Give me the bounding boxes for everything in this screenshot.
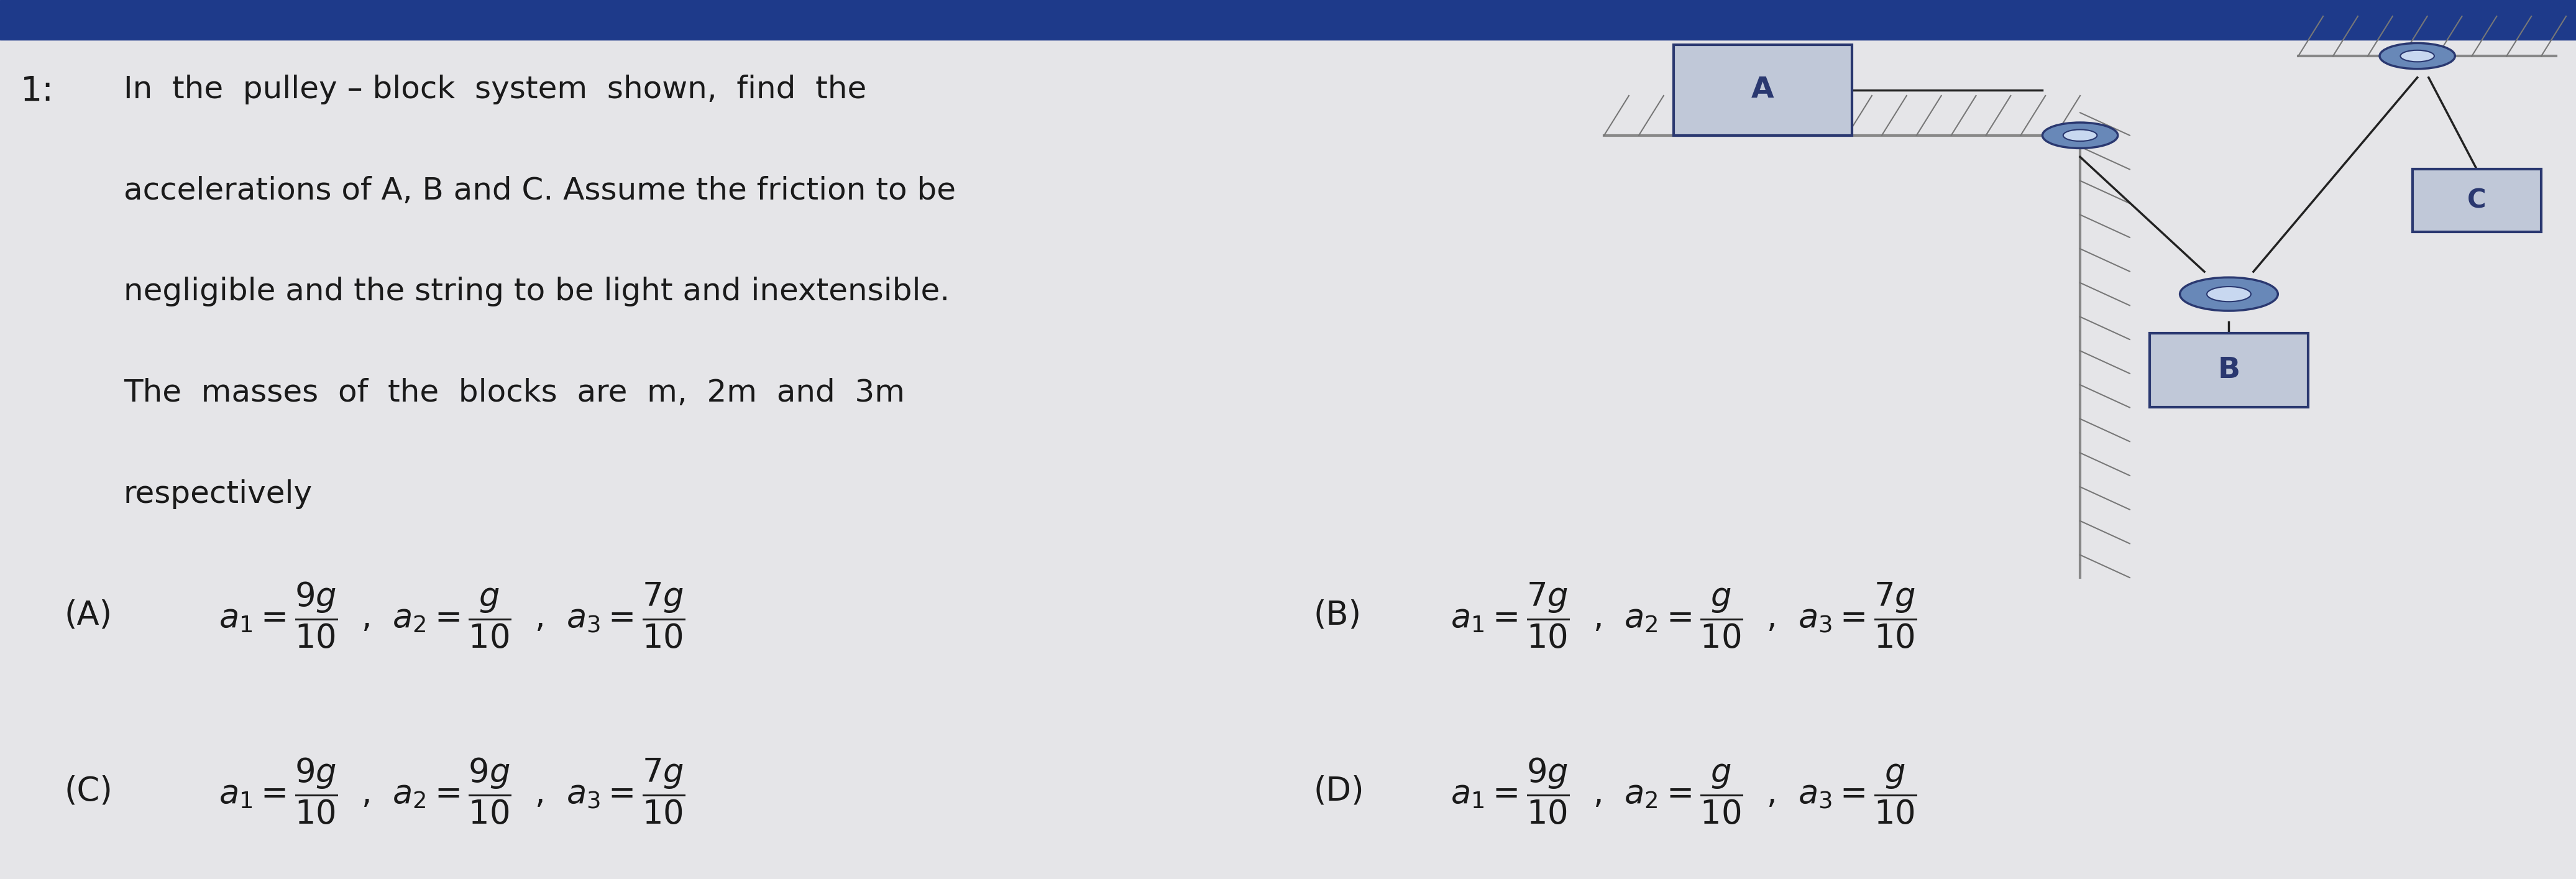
Text: (C): (C)	[64, 775, 113, 807]
Text: $a_1 = \dfrac{9g}{10}$  ,  $a_2 = \dfrac{g}{10}$  ,  $a_3 = \dfrac{g}{10}$: $a_1 = \dfrac{9g}{10}$ , $a_2 = \dfrac{g…	[1450, 756, 1917, 826]
Circle shape	[2208, 287, 2251, 301]
Text: In  the  pulley – block  system  shown,  find  the: In the pulley – block system shown, find…	[124, 75, 866, 105]
Text: 1:: 1:	[21, 75, 54, 108]
Text: accelerations of A, B and C. Assume the friction to be: accelerations of A, B and C. Assume the …	[124, 176, 956, 206]
Circle shape	[2380, 43, 2455, 69]
Text: The  masses  of  the  blocks  are  m,  2m  and  3m: The masses of the blocks are m, 2m and 3…	[124, 378, 904, 408]
Bar	[0, 0, 2576, 40]
Text: A: A	[1752, 76, 1775, 104]
Text: negligible and the string to be light and inextensible.: negligible and the string to be light an…	[124, 277, 951, 307]
Circle shape	[2179, 278, 2277, 311]
Text: (B): (B)	[1314, 599, 1363, 631]
Text: B: B	[2218, 356, 2241, 384]
Circle shape	[2401, 50, 2434, 62]
Text: (D): (D)	[1314, 775, 1365, 807]
Circle shape	[2043, 122, 2117, 149]
Bar	[1674, 45, 1852, 135]
Bar	[2411, 170, 2543, 232]
Text: C: C	[2468, 187, 2486, 214]
Text: $a_1 = \dfrac{9g}{10}$  ,  $a_2 = \dfrac{9g}{10}$  ,  $a_3 = \dfrac{7g}{10}$: $a_1 = \dfrac{9g}{10}$ , $a_2 = \dfrac{9…	[219, 756, 685, 826]
Circle shape	[2063, 129, 2097, 142]
Text: (A): (A)	[64, 599, 113, 631]
Text: respectively: respectively	[124, 479, 312, 509]
Text: $a_1 = \dfrac{7g}{10}$  ,  $a_2 = \dfrac{g}{10}$  ,  $a_3 = \dfrac{7g}{10}$: $a_1 = \dfrac{7g}{10}$ , $a_2 = \dfrac{g…	[1450, 581, 1917, 650]
Bar	[2148, 333, 2308, 407]
Text: $a_1 = \dfrac{9g}{10}$  ,  $a_2 = \dfrac{g}{10}$  ,  $a_3 = \dfrac{7g}{10}$: $a_1 = \dfrac{9g}{10}$ , $a_2 = \dfrac{g…	[219, 580, 685, 650]
